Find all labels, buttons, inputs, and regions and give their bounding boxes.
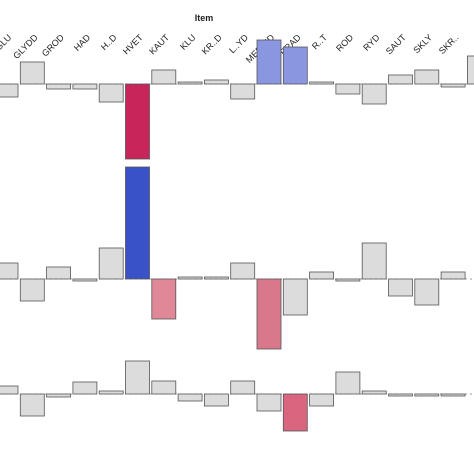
bar (335, 278, 361, 282)
bar (203, 393, 229, 407)
x-tick-label: SAUT (384, 32, 408, 56)
x-tick-label: HVET (121, 32, 145, 56)
bar (0, 262, 19, 280)
bar (72, 278, 98, 282)
bar (335, 371, 361, 395)
bar (361, 242, 387, 280)
x-tick-label: ROD (334, 32, 356, 54)
bar (466, 55, 474, 85)
bar (440, 83, 466, 88)
x-tick-label: H..D (99, 32, 119, 52)
bar (309, 393, 335, 407)
chart-title: Item (195, 13, 214, 23)
bar (335, 83, 361, 95)
x-tick-label: HAD (72, 32, 93, 53)
bar (361, 83, 387, 105)
bar (46, 266, 71, 280)
x-tick-label: GROD (40, 32, 67, 59)
bar (177, 81, 203, 85)
bar (19, 278, 45, 302)
bar (203, 276, 229, 280)
bar (125, 83, 150, 160)
bar (72, 83, 98, 90)
bar (151, 278, 177, 320)
bar (151, 69, 177, 85)
bar (282, 393, 308, 432)
bar (19, 61, 45, 85)
bar (0, 83, 19, 98)
bar (309, 271, 335, 280)
bar (309, 81, 335, 85)
bar (230, 380, 256, 395)
x-tick-label: GLYDD (11, 32, 40, 61)
bar (177, 276, 203, 280)
bar (98, 247, 124, 280)
bar (0, 385, 19, 395)
bar (282, 46, 308, 85)
bar (388, 393, 413, 397)
x-tick-label: SKR.. (437, 32, 461, 56)
bar (19, 393, 45, 417)
bar (440, 393, 466, 397)
bar (46, 393, 71, 398)
bar (72, 381, 98, 395)
x-tick-label: KLU (178, 32, 197, 51)
x-tick-label: R..T (310, 32, 329, 51)
bar (151, 380, 177, 395)
x-tick-label: RYD (361, 32, 382, 53)
bar (414, 393, 440, 397)
bar (256, 39, 282, 85)
bar (203, 79, 229, 85)
bar (414, 69, 440, 85)
bar (256, 393, 282, 412)
bar (440, 271, 466, 280)
bar (46, 83, 71, 90)
bar (414, 278, 440, 306)
bar (125, 166, 150, 280)
bar (125, 360, 150, 395)
bar (230, 262, 256, 280)
bar (177, 393, 203, 402)
x-tick-label: KAUT (147, 32, 171, 56)
x-tick-label: L..YD (227, 32, 250, 55)
bar (388, 278, 413, 297)
bar (361, 390, 387, 395)
bar (388, 74, 413, 85)
x-tick-label: SKLY (411, 32, 434, 55)
bar (282, 278, 308, 316)
x-tick-label: KR..D (200, 32, 224, 56)
bar (98, 83, 124, 103)
bar (98, 390, 124, 395)
bar (230, 83, 256, 100)
x-tick-label: GLU (0, 32, 13, 52)
bar (256, 278, 282, 350)
